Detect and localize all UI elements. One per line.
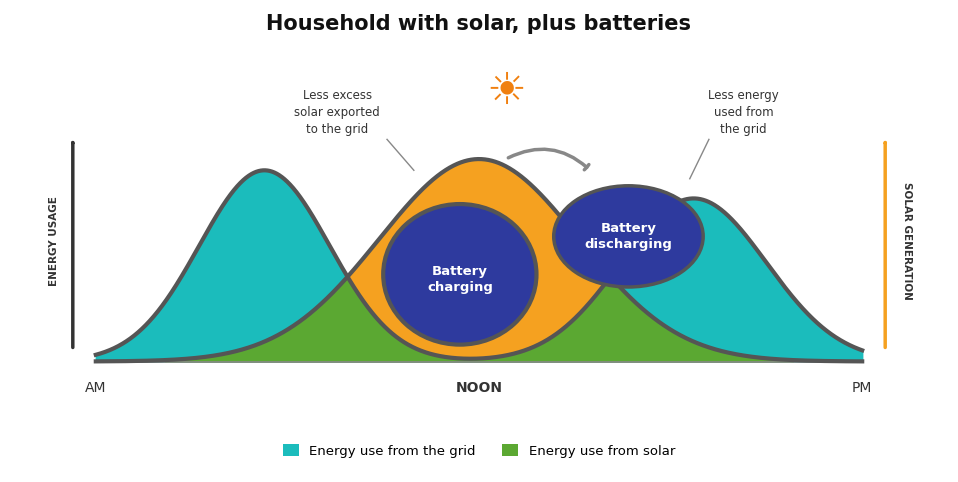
Text: AM: AM: [85, 381, 106, 395]
Text: Less energy
used from
the grid: Less energy used from the grid: [708, 89, 779, 136]
Text: SOLAR GENERATION: SOLAR GENERATION: [901, 182, 912, 299]
Ellipse shape: [383, 204, 536, 345]
Text: NOON: NOON: [455, 381, 503, 395]
Text: Battery
discharging: Battery discharging: [584, 222, 673, 251]
Text: ☀: ☀: [486, 70, 526, 113]
Legend: Energy use from the grid, Energy use from solar: Energy use from the grid, Energy use fro…: [278, 439, 680, 463]
Text: Household with solar, plus batteries: Household with solar, plus batteries: [266, 14, 692, 34]
Text: ENERGY USAGE: ENERGY USAGE: [49, 196, 58, 285]
Text: Battery
charging: Battery charging: [427, 266, 492, 295]
Text: PM: PM: [852, 381, 873, 395]
Ellipse shape: [554, 186, 703, 287]
Text: Less excess
solar exported
to the grid: Less excess solar exported to the grid: [294, 89, 380, 136]
